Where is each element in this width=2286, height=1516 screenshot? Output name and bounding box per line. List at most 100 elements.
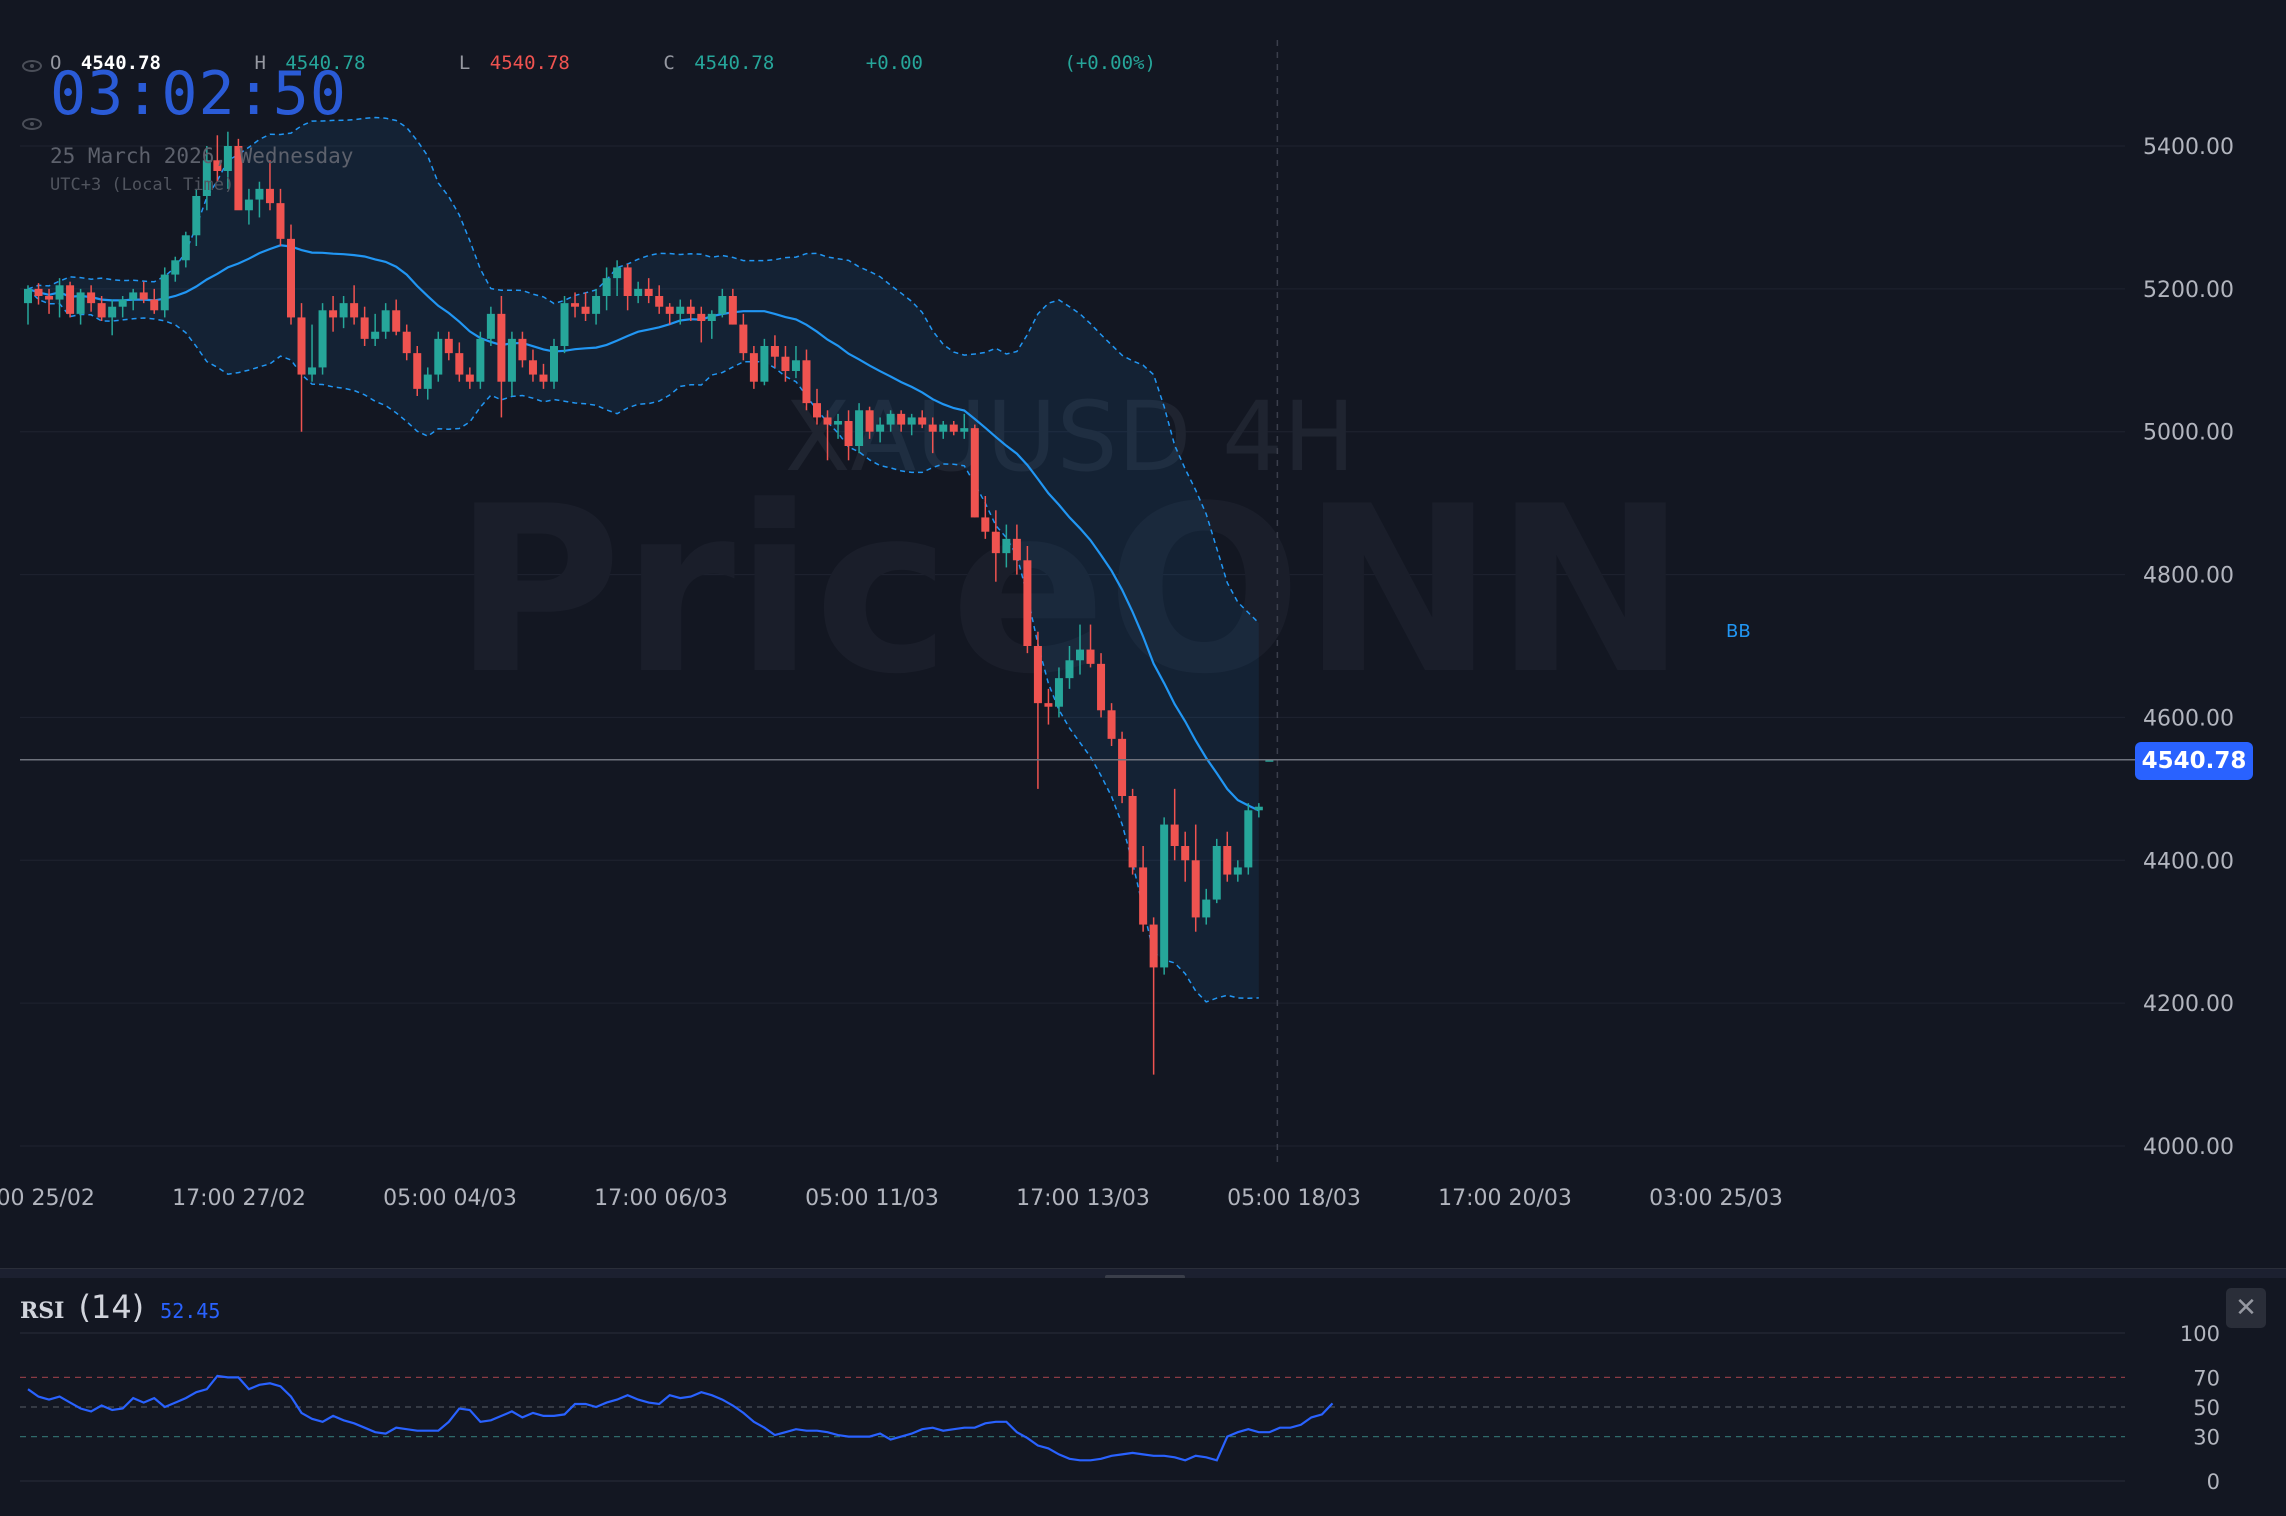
candle — [707, 310, 716, 339]
pane-resize-handle[interactable] — [1105, 1275, 1185, 1279]
open-value: 4540.78 — [80, 52, 161, 74]
candle — [539, 363, 548, 389]
candle — [192, 188, 201, 246]
candle — [655, 285, 664, 314]
time-tick-label: 05:00 25/02 — [0, 1186, 95, 1211]
candle — [1244, 803, 1253, 875]
candle — [329, 296, 338, 332]
candle — [697, 306, 706, 343]
eye-icon[interactable] — [22, 118, 42, 130]
candle — [1254, 803, 1263, 818]
low-label: L — [458, 52, 471, 74]
time-tick-label: 05:00 11/03 — [805, 1186, 939, 1211]
rsi-tick-label: 100 — [2180, 1322, 2220, 1346]
candle — [234, 138, 243, 211]
rsi-line — [27, 1374, 1334, 1462]
candle — [1012, 524, 1021, 575]
time-tick-label: 05:00 04/03 — [383, 1186, 517, 1211]
rsi-grid — [20, 1332, 2125, 1482]
candle — [297, 303, 306, 432]
candle — [886, 410, 895, 432]
rsi-chart[interactable]: 100 70 50 30 0 — [0, 1278, 2286, 1516]
candle — [1054, 667, 1063, 718]
current-price-badge: 4540.78 — [2135, 742, 2253, 780]
price-tick-label: 4800.00 — [2143, 564, 2234, 589]
candle — [265, 160, 274, 211]
eye-icon[interactable] — [22, 60, 42, 72]
bb-upper-band — [27, 116, 1260, 624]
candle — [918, 410, 927, 429]
candle — [381, 303, 390, 339]
bb-fill — [28, 117, 1259, 1002]
pane-divider[interactable] — [0, 1268, 2286, 1279]
time-axis: 05:00 25/02 17:00 27/02 05:00 04/03 17:00 0… — [0, 1186, 1783, 1211]
candle — [497, 296, 506, 418]
candle — [1128, 788, 1137, 875]
price-chart[interactable]: XAUUSD 4H PriceONN 5400.00 5200.00 5000.00… — [0, 0, 2286, 1268]
candle — [1023, 546, 1032, 654]
rsi-name: RSI — [20, 1298, 65, 1324]
candle — [486, 306, 495, 346]
candle — [55, 278, 64, 318]
candle — [1191, 824, 1200, 932]
candle — [34, 283, 43, 305]
candle — [865, 406, 874, 439]
candle — [739, 313, 748, 361]
candle — [150, 288, 159, 314]
candle — [581, 292, 590, 321]
candle — [287, 224, 295, 325]
bb-basis — [27, 244, 1260, 812]
candle — [676, 299, 685, 325]
candle — [455, 342, 464, 382]
candle — [1097, 653, 1106, 718]
candle — [802, 349, 811, 411]
price-tick-label: 4000.00 — [2143, 1135, 2234, 1160]
candle — [876, 417, 885, 443]
low-value: 4540.78 — [489, 52, 570, 74]
candle — [718, 288, 727, 318]
candle — [728, 288, 737, 325]
change-value: +0.00 — [865, 52, 923, 74]
high-value: 4540.78 — [285, 52, 366, 74]
candle — [87, 285, 96, 312]
candle — [507, 331, 516, 396]
price-tick-label: 5200.00 — [2143, 278, 2234, 303]
price-tick-label: 4200.00 — [2143, 992, 2234, 1017]
candle — [760, 338, 769, 386]
candle — [108, 299, 117, 336]
candle — [97, 296, 106, 321]
candle — [550, 338, 558, 389]
candle — [1002, 524, 1011, 568]
candle — [602, 267, 611, 311]
candle — [371, 313, 380, 346]
rsi-legend: RSI (14) 52.45 — [20, 1288, 220, 1326]
rsi-value: 52.45 — [160, 1299, 221, 1323]
rsi-background — [0, 1278, 2286, 1516]
candle — [434, 331, 443, 382]
candle — [560, 296, 569, 354]
close-label: C — [663, 52, 675, 74]
price-tick-label: 4400.00 — [2143, 849, 2234, 874]
close-icon[interactable]: ✕ — [2226, 1288, 2266, 1328]
candle — [813, 388, 821, 425]
candle — [76, 288, 85, 325]
ohlc-legend: O 4540.78 H 4540.78 L 4540.78 C 4540.78 … — [50, 52, 1156, 74]
candle — [444, 331, 453, 361]
candles — [24, 131, 1274, 1075]
rsi-tick-label: 30 — [2193, 1426, 2220, 1450]
candle — [276, 188, 285, 246]
candle — [392, 299, 401, 336]
high-label: H — [254, 52, 266, 74]
candle — [592, 288, 601, 325]
candle — [318, 303, 327, 375]
candle — [171, 256, 180, 282]
candle — [1033, 631, 1042, 789]
candle — [1139, 846, 1148, 932]
candle — [571, 292, 580, 318]
bb-label: BB — [1726, 621, 1751, 642]
candle — [118, 296, 127, 318]
bb-lower-band — [27, 288, 1259, 1003]
candle — [991, 510, 1000, 582]
price-grid — [20, 145, 2125, 1147]
